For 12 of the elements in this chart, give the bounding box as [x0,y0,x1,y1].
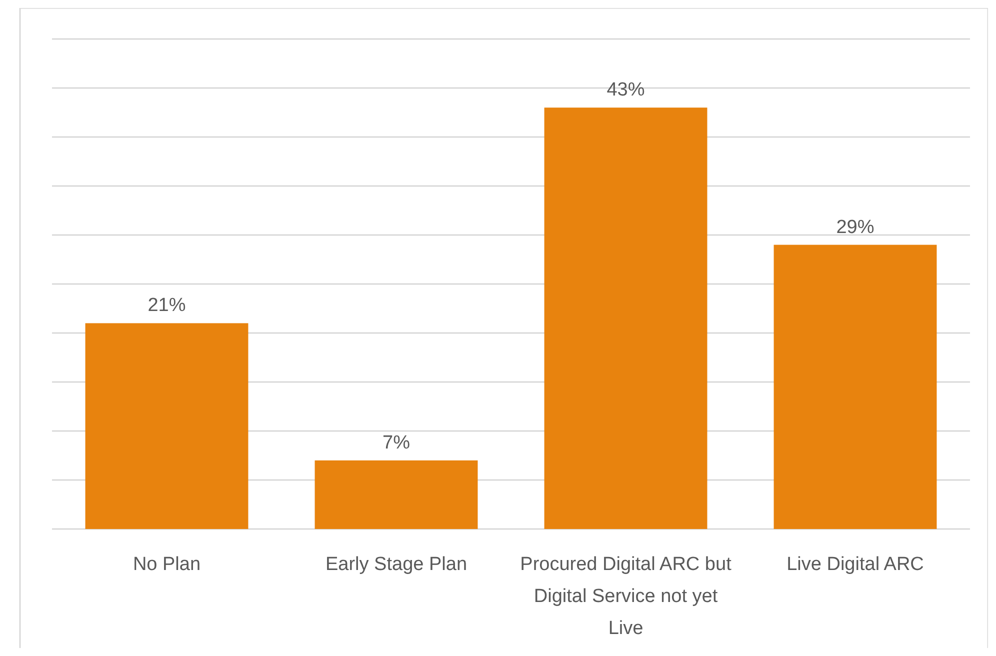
bar [544,108,708,529]
x-tick-label: No Plan [132,554,201,575]
bar [774,244,937,529]
data-label: 43% [606,80,645,101]
data-label: 7% [382,432,410,454]
bar [85,323,248,529]
bar [314,460,478,529]
x-tick-label: Early Stage Plan [325,554,468,575]
x-tick-label: Procured Digital ARC but Digital Service not yet Live [520,554,732,639]
data-label: 29% [836,216,874,238]
data-label: 21% [148,295,186,316]
x-tick-label: Live Digital ARC [786,554,924,575]
